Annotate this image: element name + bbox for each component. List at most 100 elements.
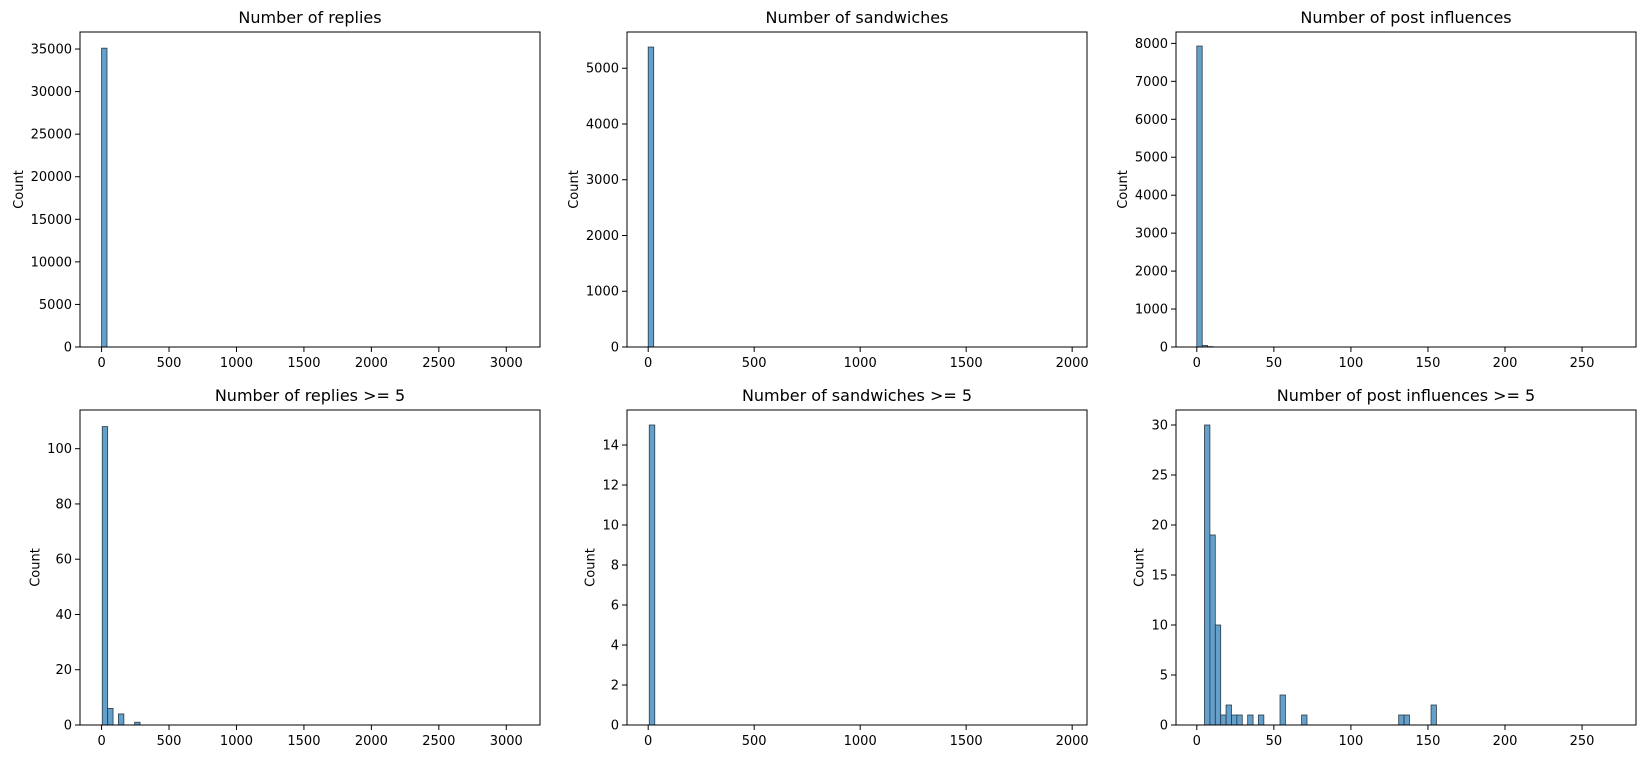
histogram-bar — [1225, 704, 1232, 726]
y-tick-label: 5000 — [1135, 151, 1168, 166]
y-tick-label: 30000 — [31, 85, 72, 100]
histogram-bar — [1398, 714, 1405, 726]
x-tick-label: 500 — [157, 356, 182, 371]
histogram-panel-3: 0 50 100 150 200 250 0 1000 2000 3000 4000 5000 6000… — [1116, 8, 1637, 371]
y-tick-label: 100 — [47, 442, 72, 457]
x-tick-label: 0 — [97, 734, 105, 749]
x-tick-label: 150 — [1416, 356, 1441, 371]
y-tick-label: 3000 — [586, 173, 619, 188]
x-tick-label: 3000 — [490, 734, 523, 749]
histogram-bar — [1196, 45, 1203, 348]
histogram-bar — [1231, 714, 1238, 726]
y-tick-label: 12 — [602, 479, 619, 494]
y-tick-label: 20 — [55, 663, 72, 678]
y-axis-label: Count — [1133, 548, 1148, 587]
histogram-bar — [101, 47, 108, 348]
y-tick-label: 4000 — [586, 117, 619, 132]
x-tick-label: 2500 — [422, 734, 455, 749]
axes-frame — [79, 409, 541, 726]
axes-frame — [626, 409, 1088, 726]
y-tick-label: 40 — [55, 608, 72, 623]
x-tick-label: 0 — [1193, 734, 1201, 749]
y-tick-label: 80 — [55, 497, 72, 512]
y-axis-label: Count — [1116, 170, 1131, 209]
y-tick-label: 10 — [1151, 619, 1168, 634]
y-tick-label: 2000 — [1135, 265, 1168, 280]
histogram-bar — [107, 708, 114, 726]
x-tick-label: 50 — [1266, 734, 1283, 749]
histogram-bar — [1301, 714, 1308, 726]
histogram-bar — [1247, 714, 1254, 726]
x-tick-label: 1000 — [844, 356, 877, 371]
chart-title: Number of post influences — [1300, 8, 1511, 27]
histogram-bar — [118, 713, 125, 726]
y-tick-label: 25 — [1151, 469, 1168, 484]
y-tick-label: 4 — [611, 639, 619, 654]
y-tick-label: 4000 — [1135, 189, 1168, 204]
y-axis-label: Count — [567, 170, 582, 209]
histogram-bar — [1258, 714, 1265, 726]
chart-title: Number of replies >= 5 — [215, 386, 405, 405]
x-tick-label: 2000 — [355, 734, 388, 749]
chart-title: Number of sandwiches — [766, 8, 949, 27]
x-tick-label: 200 — [1493, 734, 1518, 749]
histogram-panel-4: 0 500 1000 1500 2000 2500 3000 0 20 40 60 80 100 Numb… — [28, 386, 541, 749]
y-tick-label: 8000 — [1135, 37, 1168, 52]
histogram-bar — [1430, 704, 1437, 726]
y-tick-label: 3000 — [1135, 227, 1168, 242]
x-tick-label: 50 — [1266, 356, 1283, 371]
y-tick-label: 5000 — [586, 62, 619, 77]
y-axis-label: Count — [12, 170, 27, 209]
y-tick-label: 15 — [1151, 569, 1168, 584]
x-tick-label: 1500 — [950, 356, 983, 371]
x-tick-label: 200 — [1493, 356, 1518, 371]
y-tick-label: 25000 — [31, 128, 72, 143]
histogram-bar — [648, 424, 656, 726]
x-tick-label: 0 — [644, 356, 652, 371]
histogram-bar — [1209, 534, 1216, 726]
y-tick-label: 5000 — [39, 298, 72, 313]
chart-title: Number of sandwiches >= 5 — [742, 386, 972, 405]
histogram-panel-5: 0 500 1000 1500 2000 0 2 4 6 8 10 12 14 Number of san… — [584, 386, 1089, 749]
x-tick-label: 1000 — [220, 734, 253, 749]
y-tick-label: 0 — [1160, 719, 1168, 734]
histogram-bar — [1220, 714, 1227, 726]
y-tick-label: 30 — [1151, 419, 1168, 434]
x-tick-label: 2500 — [422, 356, 455, 371]
y-tick-label: 20000 — [31, 170, 72, 185]
histogram-bar — [1403, 714, 1410, 726]
x-tick-label: 2000 — [355, 356, 388, 371]
y-tick-label: 0 — [611, 719, 619, 734]
histogram-bar — [647, 46, 655, 348]
y-axis-label: Count — [28, 548, 43, 587]
histogram-panel-1: 0 500 1000 1500 2000 2500 30000500010000150002… — [12, 8, 541, 371]
y-tick-label: 2000 — [586, 229, 619, 244]
x-tick-label: 1000 — [220, 356, 253, 371]
y-axis-label: Count — [584, 548, 599, 587]
y-tick-label: 10000 — [31, 255, 72, 270]
x-tick-label: 2000 — [1056, 356, 1089, 371]
x-tick-label: 150 — [1416, 734, 1441, 749]
y-tick-label: 20 — [1151, 519, 1168, 534]
y-tick-label: 0 — [64, 719, 72, 734]
chart-title: Number of replies — [238, 8, 381, 27]
x-tick-label: 0 — [97, 356, 105, 371]
x-tick-label: 100 — [1338, 734, 1363, 749]
histogram-bar — [1279, 694, 1286, 726]
y-tick-label: 6 — [611, 599, 619, 614]
y-tick-label: 1000 — [586, 285, 619, 300]
y-tick-label: 14 — [602, 439, 619, 454]
y-tick-label: 0 — [1160, 341, 1168, 356]
y-tick-label: 0 — [64, 341, 72, 356]
y-tick-label: 5 — [1160, 669, 1168, 684]
x-tick-label: 1500 — [287, 734, 320, 749]
x-tick-label: 500 — [742, 734, 767, 749]
y-tick-label: 2 — [611, 679, 619, 694]
histogram-bar — [1214, 624, 1222, 726]
y-tick-label: 7000 — [1135, 75, 1168, 90]
y-tick-label: 10 — [602, 519, 619, 534]
x-tick-label: 250 — [1570, 734, 1595, 749]
x-tick-label: 2000 — [1056, 734, 1089, 749]
y-tick-label: 60 — [55, 553, 72, 568]
